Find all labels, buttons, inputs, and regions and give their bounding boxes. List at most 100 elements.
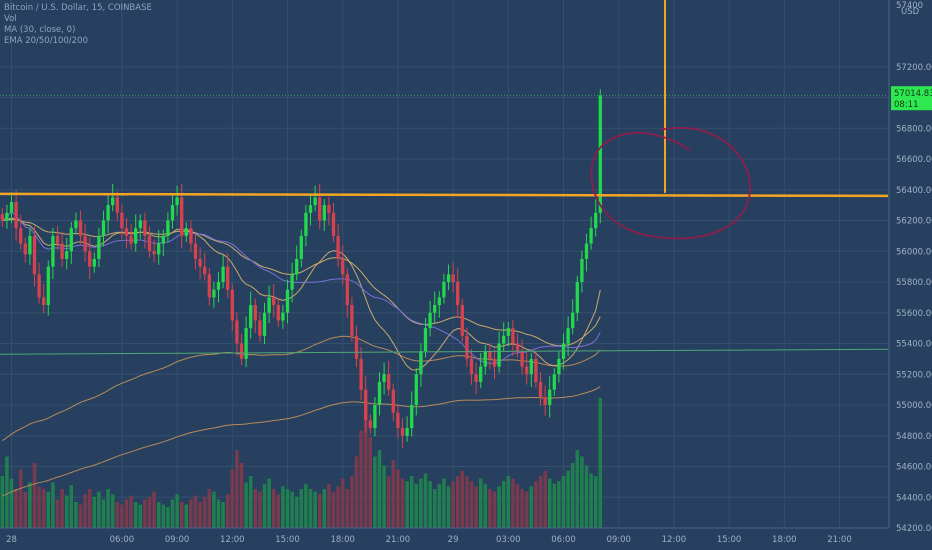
candle-body [74, 220, 78, 229]
candle-body [97, 235, 101, 259]
candle-body [37, 274, 41, 298]
time-tick-label: 15:00 [717, 535, 742, 545]
legend-ma[interactable]: MA (30, close, 0) [4, 25, 76, 35]
volume-bar [299, 489, 304, 528]
volume-bar [46, 491, 51, 528]
candle-body [111, 197, 115, 206]
volume-bar [552, 483, 557, 528]
candle-body [469, 358, 474, 375]
volume-bar [78, 504, 83, 528]
volume-bar [442, 478, 446, 528]
candle-body [354, 335, 359, 359]
candle-body [134, 228, 138, 244]
candle-body [552, 374, 556, 390]
volume-bar [207, 489, 212, 528]
volume-bar [488, 489, 492, 528]
price-tick-label: 55600.00 [896, 309, 932, 319]
candle-body [83, 235, 87, 252]
candle-body [331, 212, 336, 236]
volume-bar [41, 489, 46, 528]
volume-bar [9, 478, 14, 528]
candle-body [474, 374, 478, 382]
annotation-circle[interactable] [590, 127, 751, 240]
volume-bar [161, 504, 166, 528]
price-tick-label: 54400.00 [896, 493, 932, 503]
currency-label[interactable]: USD [901, 7, 920, 17]
volume-bar [69, 485, 74, 528]
candle-body [534, 358, 538, 382]
volume-bar [221, 502, 225, 528]
candle-body [193, 243, 198, 259]
price-tick-label: 54600.00 [896, 463, 932, 473]
volume-bar [409, 476, 414, 528]
volume-bar [428, 481, 432, 528]
candle-body [594, 212, 598, 229]
volume-bar [202, 496, 207, 528]
time-tick-label: 09:00 [606, 535, 631, 545]
volume-bar [419, 478, 423, 528]
candle-body [313, 197, 317, 206]
candle-body [483, 351, 487, 367]
candle-body [299, 235, 303, 259]
ema-50-line [2, 218, 601, 347]
candle-body [253, 305, 257, 321]
volume-bar [350, 476, 354, 528]
time-tick-label: 21:00 [827, 535, 852, 545]
time-tick-label: 15:00 [275, 535, 300, 545]
candle-body [106, 205, 110, 221]
volume-bar [561, 476, 566, 528]
candle-body [304, 212, 308, 236]
volume-bar [156, 502, 161, 528]
current-price-label: 57014.83 [894, 89, 932, 99]
volume-bar [524, 491, 529, 528]
candle-body [129, 235, 133, 244]
candle-body [465, 335, 469, 359]
price-tick-label: 57200.00 [896, 63, 932, 73]
volume-bar [0, 476, 5, 528]
volume-bar [598, 398, 603, 528]
candle-body [189, 228, 193, 244]
current-price-badge [891, 86, 932, 111]
legend-ema[interactable]: EMA 20/50/100/200 [4, 36, 88, 46]
support-line[interactable] [0, 348, 889, 355]
candle-body [124, 228, 129, 236]
candle-body [396, 412, 400, 429]
candle-body [433, 305, 437, 313]
candle-body [548, 389, 552, 405]
candle-body [405, 428, 409, 436]
candle-body [575, 282, 579, 313]
volume-bar [327, 483, 331, 528]
volume-bar [230, 469, 235, 528]
legend-volume[interactable]: Vol [4, 14, 17, 24]
volume-bar [497, 486, 501, 528]
volume-bar [184, 504, 189, 528]
candle-body [166, 220, 170, 236]
candle-body [589, 228, 593, 244]
volume-bar [478, 478, 483, 528]
volume-bar [23, 491, 28, 528]
candle-body [410, 405, 414, 429]
volume-bar [281, 486, 285, 528]
volume-bar [294, 496, 299, 528]
candle-body [341, 258, 345, 275]
price-tick-label: 55200.00 [896, 370, 932, 380]
volume-bar [317, 494, 322, 528]
candle-body [373, 405, 377, 429]
candle-body [226, 266, 230, 290]
candle-body [322, 205, 326, 221]
price-tick-label: 56800.00 [896, 124, 932, 134]
candle-body [368, 420, 372, 429]
legend-symbol[interactable]: Bitcoin / U.S. Dollar, 15, COINBASE [4, 3, 152, 13]
volume-bar [253, 489, 258, 528]
time-tick-label: 12:00 [662, 535, 687, 545]
volume-bar [248, 476, 253, 528]
volume-bar [382, 465, 386, 528]
resistance-line[interactable] [0, 192, 889, 198]
volume-bar [465, 476, 469, 528]
volume-bar [5, 456, 9, 528]
volume-bar [258, 491, 262, 528]
volume-bar [28, 482, 32, 528]
